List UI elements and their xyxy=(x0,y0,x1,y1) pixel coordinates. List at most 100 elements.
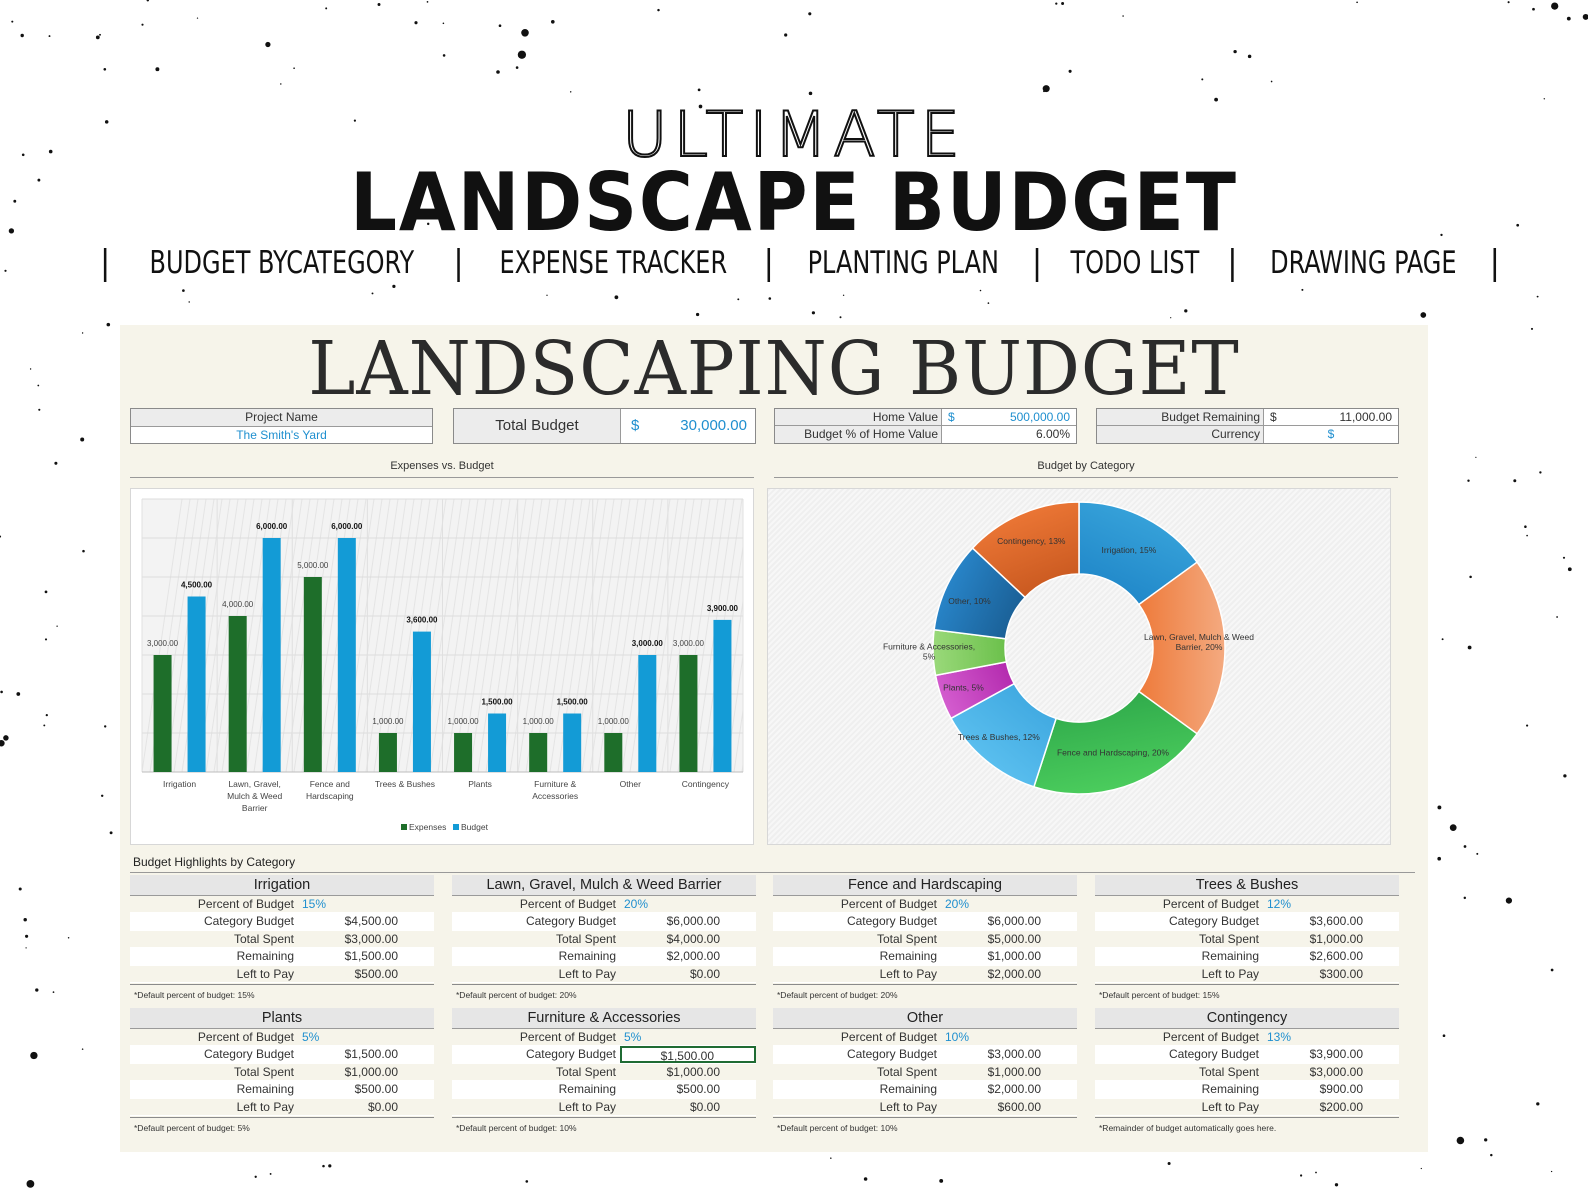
row-value[interactable]: $2,000.00 xyxy=(666,949,720,964)
row-value[interactable]: $1,500.00 xyxy=(344,949,398,964)
category-card: Contingency Percent of Budget 13% Category … xyxy=(1095,1008,1399,1133)
speckle-dot xyxy=(1440,233,1443,237)
category-card-row-percent: Percent of Budget 5% xyxy=(452,1029,756,1047)
row-value[interactable]: 12% xyxy=(1267,897,1292,911)
speckle-dot xyxy=(52,991,55,993)
row-value[interactable]: $600.00 xyxy=(997,1099,1041,1114)
row-value[interactable]: $3,000.00 xyxy=(344,931,398,946)
bar-chart-panel[interactable]: 3,000.00 4,500.00 Irrigation 4,000.00 6,000.… xyxy=(130,488,754,845)
row-value[interactable]: $1,000.00 xyxy=(987,1064,1041,1079)
row-value[interactable]: $500.00 xyxy=(676,1082,720,1097)
category-card-row-category-budget: Category Budget $1,500.00 xyxy=(452,1046,756,1064)
speckle-dot xyxy=(1167,1161,1171,1166)
row-value[interactable]: $1,000.00 xyxy=(1309,931,1363,946)
budget-remaining-box: Budget Remaining $ 11,000.00 Currency $ xyxy=(1096,408,1399,444)
bar-chart-title: Expenses vs. Budget xyxy=(390,460,494,472)
category-card: Fence and Hardscaping Percent of Budget 20… xyxy=(773,875,1077,1000)
row-value[interactable]: $1,000.00 xyxy=(344,1064,398,1079)
home-value[interactable]: 500,000.00 xyxy=(1009,410,1070,424)
row-value[interactable]: 10% xyxy=(945,1030,970,1044)
budget-remaining-currency: $ xyxy=(1270,410,1277,424)
speckle-dot xyxy=(1536,1102,1540,1106)
speckle-dot xyxy=(517,50,527,59)
row-value[interactable]: $4,500.00 xyxy=(344,914,398,929)
speckle-dot xyxy=(830,1157,832,1159)
bar-expenses-4 xyxy=(454,733,473,772)
row-value[interactable]: $2,000.00 xyxy=(987,1082,1041,1097)
hatch-line xyxy=(533,499,575,772)
row-label: Left to Pay xyxy=(558,1099,616,1114)
bar-expenses-3 xyxy=(378,733,397,772)
bar-chart-rule xyxy=(130,477,754,478)
category-label: Fence and xyxy=(310,779,350,789)
row-value[interactable]: 13% xyxy=(1267,1030,1292,1044)
row-value[interactable]: $5,000.00 xyxy=(987,931,1041,946)
row-value[interactable]: $1,500.00 xyxy=(620,1046,756,1063)
row-value[interactable]: $900.00 xyxy=(1319,1082,1363,1097)
row-label: Percent of Budget xyxy=(197,897,294,911)
data-label: 1,500.00 xyxy=(557,698,589,707)
card-rule xyxy=(1095,983,1399,985)
category-card-title: Trees & Bushes xyxy=(1095,875,1399,896)
speckle-dot xyxy=(808,91,813,96)
row-value[interactable]: $2,000.00 xyxy=(987,966,1041,981)
row-value[interactable]: $3,000.00 xyxy=(1309,1064,1363,1079)
hatch-line xyxy=(469,499,511,772)
speckle-dot xyxy=(1476,852,1479,855)
budget-pct-home-label: Budget % of Home Value xyxy=(775,426,942,443)
row-label: Left to Pay xyxy=(879,966,937,981)
row-value[interactable]: 20% xyxy=(945,897,970,911)
row-value[interactable]: $0.00 xyxy=(367,1099,398,1114)
row-value[interactable]: $6,000.00 xyxy=(666,914,720,929)
row-value[interactable]: $4,000.00 xyxy=(666,931,720,946)
bar-budget-5 xyxy=(563,713,582,772)
row-value[interactable]: $200.00 xyxy=(1319,1099,1363,1114)
project-name-value[interactable]: The Smith's Yard xyxy=(131,426,432,443)
row-value[interactable]: $500.00 xyxy=(354,966,398,981)
row-label: Category Budget xyxy=(525,1047,616,1062)
row-value[interactable]: 15% xyxy=(302,897,327,911)
row-value[interactable]: 20% xyxy=(624,897,649,911)
row-value[interactable]: $0.00 xyxy=(689,1099,720,1114)
home-value-currency: $ xyxy=(948,410,955,424)
row-value[interactable]: $300.00 xyxy=(1319,966,1363,981)
nav-separator: | xyxy=(763,243,774,283)
data-label: 3,000.00 xyxy=(673,639,705,648)
hatch-line xyxy=(445,499,487,772)
row-value[interactable]: $0.00 xyxy=(689,966,720,981)
speckle-dot xyxy=(498,24,502,28)
total-budget-value[interactable]: 30,000.00 xyxy=(680,417,747,434)
row-value[interactable]: $1,000.00 xyxy=(987,949,1041,964)
speckle-dot xyxy=(146,0,150,2)
speckle-dot xyxy=(939,1178,944,1183)
donut-chart-panel[interactable]: Irrigation, 15% Lawn, Gravel, Mulch & Wee… xyxy=(767,488,1391,845)
hatch-line xyxy=(142,499,183,772)
row-value[interactable]: 5% xyxy=(302,1030,320,1044)
row-value[interactable]: $1,000.00 xyxy=(666,1064,720,1079)
currency-value[interactable]: $ xyxy=(1327,427,1335,441)
speckle-dot xyxy=(1566,16,1571,21)
bar-expenses-0 xyxy=(153,655,172,772)
hatch-line xyxy=(517,499,559,772)
row-value[interactable]: $500.00 xyxy=(354,1082,398,1097)
data-label: 4,000.00 xyxy=(222,600,254,609)
speckle-dot xyxy=(45,713,48,717)
row-value[interactable]: $6,000.00 xyxy=(987,914,1041,929)
category-card: Plants Percent of Budget 5% Category Budget… xyxy=(130,1008,434,1133)
legend-label-expenses: Expenses xyxy=(409,822,446,832)
row-value[interactable]: $3,000.00 xyxy=(987,1047,1041,1062)
hatch-line xyxy=(605,499,647,772)
legend-swatch-budget xyxy=(453,824,459,830)
speckle-dot xyxy=(1420,1167,1422,1170)
speckle-dot xyxy=(863,1177,868,1181)
row-value[interactable]: $3,900.00 xyxy=(1309,1047,1363,1062)
category-card-title: Other xyxy=(773,1008,1077,1029)
speckle-dot xyxy=(254,1175,257,1178)
category-label: Barrier xyxy=(242,803,268,813)
row-value[interactable]: $1,500.00 xyxy=(344,1047,398,1062)
row-value[interactable]: 5% xyxy=(624,1030,642,1044)
row-value[interactable]: $3,600.00 xyxy=(1309,914,1363,929)
speckle-dot xyxy=(808,12,812,16)
speckle-dot xyxy=(1442,1034,1446,1038)
row-value[interactable]: $2,600.00 xyxy=(1309,949,1363,964)
